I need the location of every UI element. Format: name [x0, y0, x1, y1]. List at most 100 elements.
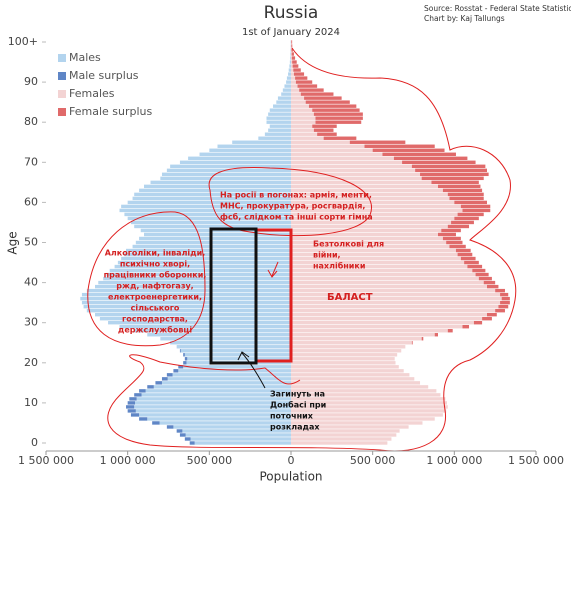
annotation-text: сільського [131, 303, 180, 313]
bar [291, 208, 463, 213]
bar [291, 425, 409, 429]
bar [291, 128, 314, 132]
bar [277, 96, 291, 100]
bar [291, 112, 314, 116]
bar-surplus [457, 252, 473, 257]
bar-surplus [166, 373, 173, 377]
bar-surplus [500, 300, 510, 305]
bar [291, 84, 298, 88]
bar [273, 104, 291, 108]
bar [80, 296, 291, 301]
bar [291, 377, 415, 381]
bar [144, 184, 291, 189]
bar [135, 401, 291, 405]
bar-surplus [127, 409, 136, 413]
bar [286, 80, 291, 84]
bar [291, 100, 306, 104]
annotation-text: Безтолкові для [313, 239, 384, 249]
bar [134, 405, 291, 409]
bar-surplus [184, 357, 188, 361]
annotation-text: МНС, прокуратура, росгвардія, [220, 201, 365, 211]
bar-surplus [293, 72, 305, 76]
bar [291, 345, 406, 349]
bar [150, 180, 291, 185]
bar-surplus [372, 148, 445, 152]
bar [291, 56, 292, 60]
bar [268, 128, 291, 132]
bar [291, 304, 499, 309]
bar [291, 188, 443, 193]
bar-surplus [134, 393, 142, 397]
bar [95, 312, 291, 317]
annotation-text: На росії в погонах: армія, менти, [220, 190, 372, 200]
bar-surplus [451, 220, 474, 225]
bar-surplus [130, 413, 140, 417]
bar-surplus [447, 192, 484, 197]
bar-surplus [501, 296, 510, 301]
bar-surplus [155, 381, 162, 385]
bar [291, 325, 463, 329]
bar [291, 308, 496, 313]
bar [126, 248, 292, 253]
bar-surplus [498, 304, 509, 309]
y-tick-label: 90 [24, 75, 38, 88]
bar [291, 160, 403, 165]
bar [291, 76, 296, 80]
bar [291, 168, 416, 173]
bar-surplus [139, 389, 146, 393]
bar-surplus [313, 128, 334, 132]
bar [124, 212, 292, 217]
annotations: На росії в погонах: армія, менти,МНС, пр… [104, 190, 385, 432]
bar-surplus [434, 333, 438, 337]
bar-surplus [457, 212, 484, 217]
bar [291, 369, 404, 373]
bar-surplus [449, 196, 484, 201]
bar [185, 433, 291, 437]
y-tick-label: 0 [31, 436, 38, 449]
x-tick-label: 500 000 [187, 454, 233, 467]
bar [268, 112, 291, 116]
bar [147, 333, 291, 337]
bar-surplus [147, 385, 154, 389]
legend-label: Males [69, 51, 101, 64]
bar [291, 68, 294, 72]
bar [170, 341, 291, 345]
outline [87, 211, 206, 347]
bar [182, 429, 291, 433]
bar-surplus [292, 60, 297, 64]
bar [289, 60, 291, 64]
y-tick-label: 40 [24, 276, 38, 289]
source: Source: Rosstat - Federal State Statisti… [424, 4, 571, 13]
bar [130, 220, 291, 225]
bar-surplus [315, 120, 362, 124]
bar-surplus [295, 76, 308, 80]
bar [291, 72, 294, 76]
bar [290, 56, 291, 60]
bar [291, 256, 461, 261]
bar [119, 325, 291, 329]
bar [291, 409, 447, 413]
bar [291, 353, 398, 357]
bar [135, 240, 291, 245]
bar [269, 124, 291, 128]
bar [281, 92, 291, 96]
bar-surplus [447, 329, 453, 333]
bar [291, 184, 438, 189]
annotation-text: електроенергетики, [108, 293, 202, 302]
bar [291, 413, 443, 417]
y-tick-label: 20 [24, 356, 38, 369]
annotation-text: Донбасі при [270, 400, 326, 410]
legend-swatch [58, 108, 66, 116]
bar-surplus [402, 160, 476, 165]
bar-surplus [415, 168, 487, 173]
bar [144, 232, 291, 237]
bar [289, 64, 291, 68]
bar-surplus [291, 48, 293, 52]
bar [106, 272, 291, 277]
bar-surplus [291, 52, 294, 56]
bar-surplus [475, 272, 489, 277]
bar [145, 389, 291, 393]
legend-swatch [58, 90, 66, 98]
bar [291, 292, 501, 297]
bar [291, 393, 441, 397]
